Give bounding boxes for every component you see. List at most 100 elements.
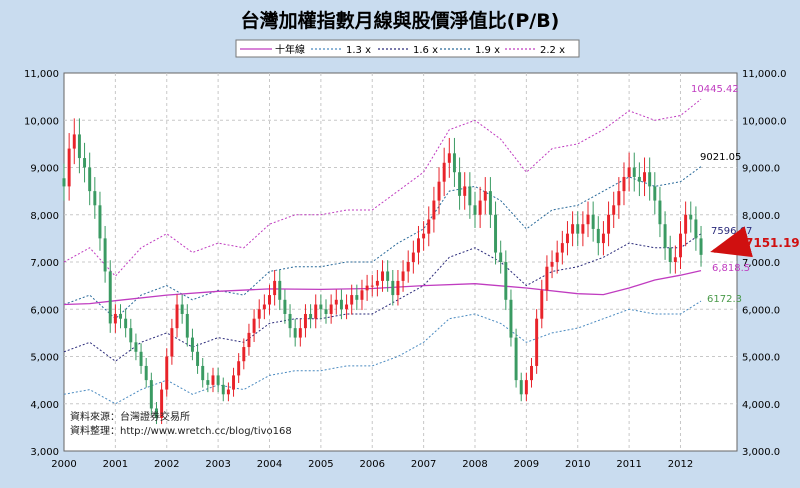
candle-body bbox=[386, 271, 390, 281]
y-tick-right: 3,000.0 bbox=[742, 447, 780, 458]
candle-body bbox=[519, 380, 523, 395]
y-tick-left: 8,000 bbox=[30, 211, 59, 222]
candle-body bbox=[494, 214, 498, 253]
y-tick-left: 3,000 bbox=[30, 447, 59, 458]
x-tick: 2000 bbox=[51, 459, 76, 470]
y-tick-left: 6,000 bbox=[30, 305, 59, 316]
x-tick: 2011 bbox=[616, 459, 641, 470]
y-tick-left: 11,000 bbox=[24, 69, 59, 80]
pb-band-line bbox=[63, 166, 702, 320]
candle-body bbox=[596, 228, 600, 244]
candle-body bbox=[571, 224, 575, 234]
grid bbox=[64, 73, 737, 451]
candle-body bbox=[442, 162, 446, 182]
candle-body bbox=[324, 309, 328, 314]
candle-body bbox=[160, 389, 164, 418]
candle-body bbox=[237, 361, 241, 376]
legend-label-1-6x: 1.6 x bbox=[413, 45, 438, 56]
candle-body bbox=[668, 247, 672, 262]
source-line-2: 資料整理：http://www.wretch.cc/blog/tivo168 bbox=[70, 424, 292, 437]
candle-body bbox=[612, 205, 616, 215]
candle-body bbox=[401, 271, 405, 281]
candle-body bbox=[581, 224, 585, 234]
candle-body bbox=[232, 375, 236, 390]
annotation-13x-last: 6172.3 bbox=[707, 294, 742, 305]
y-tick-left: 5,000 bbox=[30, 353, 59, 364]
candle-body bbox=[524, 380, 528, 395]
y-tick-right: 6,000.0 bbox=[742, 305, 780, 316]
pb-band-line bbox=[63, 98, 702, 277]
candle-body bbox=[381, 271, 384, 281]
candle-body bbox=[463, 186, 467, 196]
candle-body bbox=[124, 318, 128, 329]
x-tick: 2009 bbox=[514, 459, 539, 470]
candle-body bbox=[607, 214, 611, 234]
candle-body bbox=[427, 219, 431, 234]
annotations: 10445.42 9021.05 7596.67 6,818.5 6172.3 … bbox=[691, 84, 800, 305]
candle-body bbox=[77, 134, 81, 159]
candle-body bbox=[468, 186, 472, 206]
candle-body bbox=[350, 295, 354, 305]
legend-label-10y: 十年線 bbox=[275, 43, 305, 56]
x-tick: 2001 bbox=[103, 459, 128, 470]
candle-body bbox=[319, 304, 323, 310]
candle-body bbox=[273, 280, 277, 296]
candles bbox=[62, 118, 703, 425]
candle-body bbox=[129, 328, 133, 343]
annotation-19x-last: 9021.05 bbox=[700, 152, 741, 163]
candle-body bbox=[530, 365, 533, 381]
candle-body bbox=[689, 214, 693, 220]
candle-body bbox=[452, 153, 456, 173]
candle-body bbox=[504, 262, 508, 300]
candle-body bbox=[535, 318, 539, 366]
y-tick-right: 8,000.0 bbox=[742, 211, 780, 222]
source-note: 資料來源：台灣證券交易所 資料整理：http://www.wretch.cc/b… bbox=[70, 410, 292, 437]
y-tick-right: 9,000.0 bbox=[742, 164, 780, 175]
candle-body bbox=[632, 167, 636, 177]
candle-body bbox=[293, 328, 297, 338]
candle-body bbox=[175, 304, 179, 329]
candle-body bbox=[699, 238, 703, 255]
candle-body bbox=[62, 178, 66, 187]
pb-bands bbox=[63, 98, 702, 405]
candle-body bbox=[375, 280, 379, 286]
candle-body bbox=[694, 219, 698, 239]
annotation-close-last: 7151.19 bbox=[745, 236, 800, 250]
candle-body bbox=[262, 304, 266, 310]
legend-label-2-2x: 2.2 x bbox=[540, 45, 565, 56]
candle-body bbox=[185, 313, 189, 338]
x-tick: 2002 bbox=[154, 459, 179, 470]
candle-body bbox=[417, 238, 420, 253]
candle-body bbox=[278, 280, 282, 300]
candle-body bbox=[643, 172, 647, 182]
candle-body bbox=[170, 328, 174, 357]
candle-body bbox=[483, 191, 487, 201]
candle-body bbox=[550, 262, 554, 267]
candle-body bbox=[627, 167, 631, 177]
candle-body bbox=[576, 224, 580, 234]
candle-body bbox=[165, 356, 169, 390]
candle-body bbox=[298, 328, 302, 338]
x-tick: 2008 bbox=[462, 459, 487, 470]
candle-body bbox=[226, 389, 230, 395]
ten-year-line-group bbox=[63, 269, 702, 306]
candle-body bbox=[303, 313, 307, 329]
candle-body bbox=[488, 191, 492, 215]
candle-body bbox=[637, 176, 641, 182]
x-tick: 2006 bbox=[360, 459, 385, 470]
candle-body bbox=[545, 266, 549, 291]
x-tick: 2007 bbox=[411, 459, 436, 470]
candle-body bbox=[67, 148, 71, 187]
candle-body bbox=[679, 233, 682, 258]
candle-body bbox=[437, 181, 441, 201]
candle-body bbox=[309, 313, 313, 319]
candle-body bbox=[653, 186, 657, 201]
candle-body bbox=[622, 176, 626, 192]
candle-body bbox=[478, 200, 482, 215]
candle-body bbox=[72, 134, 76, 149]
candle-body bbox=[149, 380, 153, 409]
y-tick-left: 4,000 bbox=[30, 400, 59, 411]
current-value-arrow bbox=[710, 226, 753, 258]
candle-body bbox=[83, 158, 87, 168]
